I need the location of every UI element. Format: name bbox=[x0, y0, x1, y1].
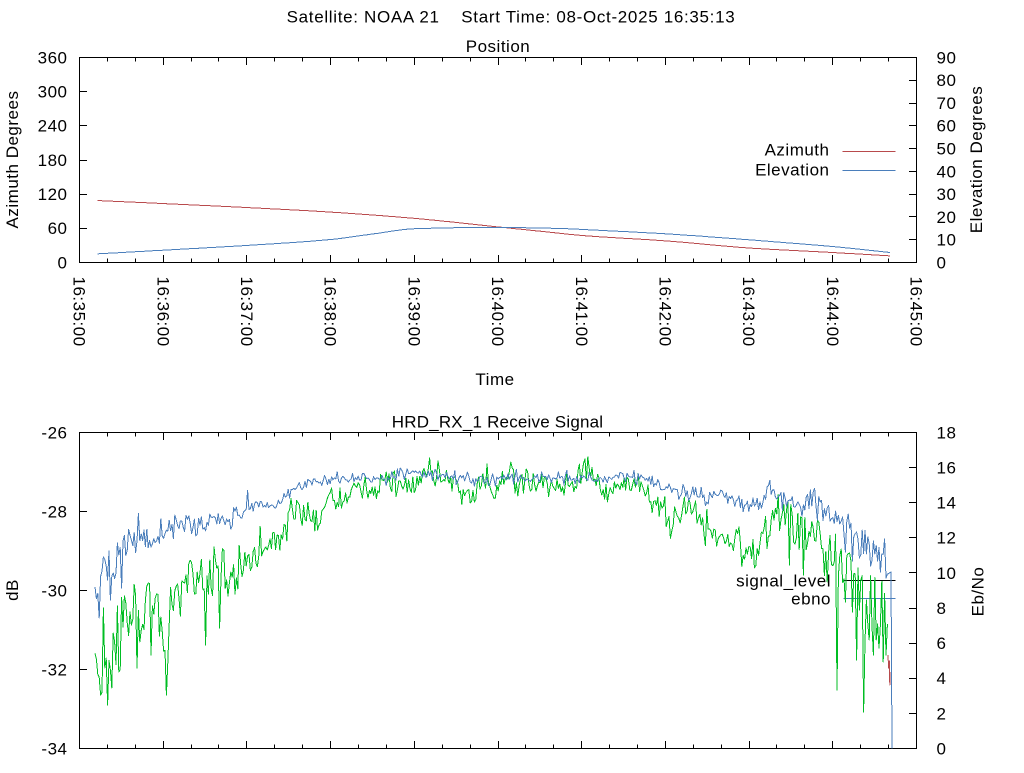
svg-text:ebno: ebno bbox=[791, 590, 831, 609]
svg-text:signal_level: signal_level bbox=[736, 571, 831, 590]
svg-text:16: 16 bbox=[937, 459, 957, 478]
svg-text:90: 90 bbox=[937, 48, 957, 67]
svg-text:20: 20 bbox=[937, 208, 957, 227]
svg-text:-28: -28 bbox=[41, 502, 67, 521]
svg-text:14: 14 bbox=[937, 494, 957, 513]
svg-text:Time: Time bbox=[475, 370, 514, 389]
svg-text:240: 240 bbox=[38, 117, 68, 136]
svg-text:Azimuth Degrees: Azimuth Degrees bbox=[3, 91, 22, 229]
svg-text:50: 50 bbox=[937, 140, 957, 159]
svg-text:10: 10 bbox=[937, 564, 957, 583]
svg-text:30: 30 bbox=[937, 185, 957, 204]
svg-text:Satellite: NOAA 21 Start Ti: Satellite: NOAA 21 Start Time: 08-Oct-20… bbox=[287, 8, 736, 27]
svg-text:10: 10 bbox=[937, 231, 957, 250]
svg-text:16:37:00: 16:37:00 bbox=[237, 277, 256, 347]
svg-text:4: 4 bbox=[937, 669, 947, 688]
svg-text:-32: -32 bbox=[41, 660, 67, 679]
svg-text:Position: Position bbox=[466, 37, 530, 56]
svg-text:16:42:00: 16:42:00 bbox=[656, 277, 675, 347]
svg-text:Azimuth: Azimuth bbox=[765, 141, 830, 160]
svg-text:80: 80 bbox=[937, 71, 957, 90]
svg-text:dB: dB bbox=[3, 579, 22, 601]
svg-text:40: 40 bbox=[937, 162, 957, 181]
svg-text:8: 8 bbox=[937, 599, 947, 618]
svg-text:6: 6 bbox=[937, 634, 947, 653]
svg-text:16:41:00: 16:41:00 bbox=[572, 277, 591, 347]
svg-text:-26: -26 bbox=[41, 423, 67, 442]
svg-text:70: 70 bbox=[937, 94, 957, 113]
svg-text:300: 300 bbox=[38, 83, 68, 102]
svg-text:18: 18 bbox=[937, 423, 957, 442]
svg-text:60: 60 bbox=[937, 117, 957, 136]
svg-text:12: 12 bbox=[937, 529, 957, 548]
svg-text:0: 0 bbox=[937, 253, 947, 272]
svg-text:16:39:00: 16:39:00 bbox=[404, 277, 423, 347]
svg-text:16:36:00: 16:36:00 bbox=[153, 277, 172, 347]
svg-text:0: 0 bbox=[937, 739, 947, 758]
svg-text:16:43:00: 16:43:00 bbox=[739, 277, 758, 347]
svg-text:16:35:00: 16:35:00 bbox=[70, 277, 89, 347]
svg-text:120: 120 bbox=[38, 185, 68, 204]
svg-text:-34: -34 bbox=[41, 739, 67, 758]
svg-text:Elevation: Elevation bbox=[755, 161, 829, 180]
svg-text:Elevation Degrees: Elevation Degrees bbox=[967, 86, 986, 233]
svg-text:16:44:00: 16:44:00 bbox=[823, 277, 842, 347]
svg-text:60: 60 bbox=[48, 219, 68, 238]
svg-text:180: 180 bbox=[38, 151, 68, 170]
svg-text:16:45:00: 16:45:00 bbox=[907, 277, 926, 347]
svg-text:-30: -30 bbox=[41, 581, 67, 600]
svg-text:16:38:00: 16:38:00 bbox=[321, 277, 340, 347]
svg-text:16:40:00: 16:40:00 bbox=[488, 277, 507, 347]
svg-text:Eb/No: Eb/No bbox=[969, 567, 988, 617]
svg-text:2: 2 bbox=[937, 704, 947, 723]
svg-text:360: 360 bbox=[38, 48, 68, 67]
svg-text:HRD_RX_1 Receive Signal: HRD_RX_1 Receive Signal bbox=[392, 413, 604, 432]
svg-text:0: 0 bbox=[58, 253, 68, 272]
